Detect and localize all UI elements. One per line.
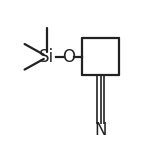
Text: Si: Si bbox=[39, 48, 54, 66]
Text: O: O bbox=[62, 48, 75, 66]
Text: N: N bbox=[94, 121, 107, 139]
